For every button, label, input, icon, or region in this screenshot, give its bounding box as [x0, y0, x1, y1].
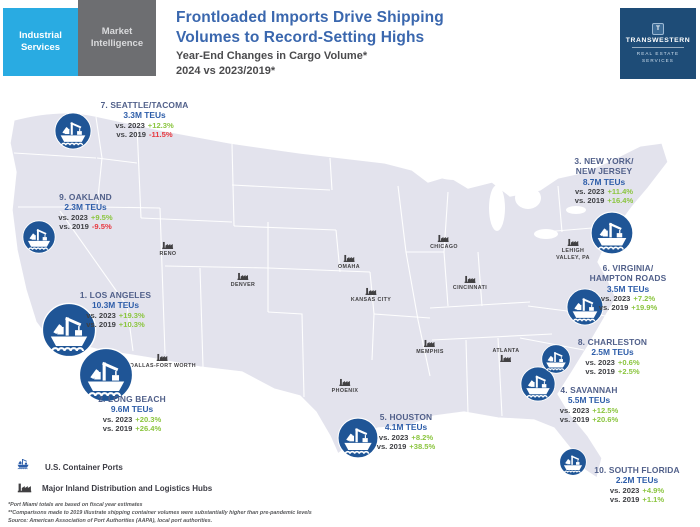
page-title-line2: Volumes to Record-Setting Highs — [176, 28, 425, 46]
legend-ports-label: U.S. Container Ports — [45, 463, 123, 472]
port-icon-savannah — [520, 366, 556, 402]
hub-denver: DENVER — [231, 272, 255, 288]
port-icon-south-florida — [559, 448, 587, 476]
port-teus: 3.5M TEUs — [606, 283, 650, 294]
factory-icon — [464, 275, 477, 284]
hub-dallas-fort-worth: PHOENIX — [332, 378, 359, 394]
port-icon-oakland — [22, 220, 56, 254]
factory-icon — [236, 272, 249, 281]
badge-market-label: Market Intelligence — [90, 26, 144, 49]
port-teus: 2.3M TEUs — [64, 202, 107, 213]
port-name: 9. OAKLAND — [59, 192, 112, 202]
logo-brand-name: TRANSWESTERN — [625, 36, 691, 44]
factory-icon — [339, 378, 352, 387]
factory-icon — [437, 234, 450, 243]
port-name: 4. SAVANNAH — [560, 385, 618, 395]
port-callout-oakland: 9. OAKLAND 2.3M TEUs vs. 2023 +9.5% vs. 2… — [28, 192, 143, 231]
port-name: 8. CHARLESTON — [577, 337, 648, 347]
lake-ontario — [566, 206, 586, 214]
footnote-source: Source: American Association of Port Aut… — [8, 517, 213, 524]
factory-icon — [162, 241, 175, 250]
port-teus: 8.7M TEUs — [582, 176, 626, 187]
port-icon-virginia-hampton-roads — [566, 288, 604, 326]
state-borders — [13, 116, 617, 417]
factory-icon — [424, 339, 437, 348]
badge-industrial-services: Industrial Services — [3, 8, 78, 76]
hub-cincinnati: CINCINNATI — [453, 275, 487, 291]
logo-tagline2: SERVICES — [642, 57, 674, 63]
port-icon-los-angeles — [41, 302, 97, 358]
port-icon-seattle-tacoma — [54, 112, 92, 150]
transwestern-logo: T TRANSWESTERN REAL ESTATE SERVICES — [620, 8, 696, 79]
port-teus: 2.5M TEUs — [591, 347, 634, 358]
port-teus: 3.3M TEUs — [123, 110, 166, 121]
hub-phoenix: DALLAS-FORT WORTH — [130, 353, 196, 369]
legend-inland-hubs: Major Inland Distribution and Logistics … — [17, 482, 212, 494]
hub-kansas-city: KANSAS CITY — [351, 287, 391, 303]
port-callout-los-angeles: 1. LOS ANGELES 10.3M TEUs vs. 2023 +19.3%… — [58, 290, 173, 329]
port-name: 3. NEW YORK/ — [574, 156, 634, 166]
port-callout-long-beach: 2. LONG BEACH 9.6M TEUs vs. 2023 +20.3% v… — [72, 394, 192, 433]
port-teus: 10.3M TEUs — [91, 300, 139, 311]
footnote-1: *Port Miami totals are based on fiscal y… — [8, 502, 143, 508]
port-icon-houston — [337, 417, 379, 459]
hub-reno: RENO — [160, 241, 177, 257]
port-callout-south-florida: 10. SOUTH FLORIDA 2.2M TEUs vs. 2023 +4.9… — [578, 465, 696, 504]
badge-industrial-label: Industrial Services — [19, 30, 62, 53]
port-icon-charleston — [541, 344, 571, 374]
port-teus: 5.5M TEUs — [567, 395, 611, 406]
factory-icon — [365, 287, 378, 296]
badge-market-intelligence: Market Intelligence — [78, 0, 156, 76]
factory-icon — [567, 238, 580, 247]
hub-memphis: MEMPHIS — [416, 339, 444, 355]
port-icon-long-beach — [78, 347, 134, 403]
container-ship-icon — [16, 459, 36, 476]
port-name-line2: HAMPTON ROADS — [589, 273, 667, 284]
port-callout-seattle-tacoma: 7. SEATTLE/TACOMA 3.3M TEUs vs. 2023 +12.… — [82, 100, 207, 139]
lake-michigan — [489, 185, 505, 231]
logo-divider — [632, 46, 684, 48]
header-titles: Frontloaded Imports Drive Shipping Volum… — [176, 8, 444, 78]
legend-container-ports: U.S. Container Ports — [16, 459, 123, 476]
port-callout-virginia-hampton-roads: 6. VIRGINIA/ HAMPTON ROADS 3.5M TEUs vs.… — [562, 263, 694, 312]
hub-atlanta: ATLANTA — [492, 347, 519, 363]
footnotes: *Port Miami totals are based on fiscal y… — [8, 502, 312, 525]
port-teus: 9.6M TEUs — [110, 404, 154, 415]
page-subtitle-line1: Year-End Changes in Cargo Volume* — [176, 49, 368, 62]
factory-icon — [500, 354, 513, 363]
port-callout-savannah: 4. SAVANNAH 5.5M TEUs vs. 2023 +12.5% vs.… — [534, 385, 644, 424]
port-name: 1. LOS ANGELES — [79, 290, 152, 300]
port-teus: 4.1M TEUs — [384, 422, 428, 433]
port-name: 6. VIRGINIA/ — [602, 263, 654, 273]
factory-icon — [17, 482, 33, 494]
legend-hubs-label: Major Inland Distribution and Logistics … — [42, 483, 213, 493]
page-title-line1: Frontloaded Imports Drive Shipping — [176, 9, 444, 26]
footnote-2: **Comparisons made to 2019 illustrate sh… — [8, 509, 312, 516]
hub-lehigh-valley: LEHIGH VALLEY, PA — [555, 238, 591, 262]
lake-superior — [435, 166, 475, 180]
port-name: 7. SEATTLE/TACOMA — [100, 100, 189, 110]
port-callout-houston: 5. HOUSTON 4.1M TEUs vs. 2023 +8.2% vs. 2… — [350, 412, 462, 451]
factory-icon — [342, 254, 355, 263]
port-teus: 2.2M TEUs — [615, 475, 659, 486]
logo-tagline1: REAL ESTATE — [636, 50, 680, 56]
factory-icon — [157, 353, 170, 362]
port-icon-new-york-new-jersey — [590, 211, 634, 255]
lake-huron — [515, 187, 541, 209]
port-name: 2. LONG BEACH — [98, 394, 166, 404]
port-name-line2: NEW JERSEY — [575, 166, 633, 177]
hub-omaha: OMAHA — [338, 254, 360, 270]
port-name: 5. HOUSTON — [379, 412, 433, 422]
port-callout-new-york-new-jersey: 3. NEW YORK/ NEW JERSEY 8.7M TEUs vs. 20… — [545, 156, 663, 205]
port-name: 10. SOUTH FLORIDA — [594, 465, 680, 475]
transwestern-mark-icon: T — [652, 22, 664, 35]
hub-chicago: CHICAGO — [430, 234, 458, 250]
port-callout-charleston: 8. CHARLESTON 2.5M TEUs vs. 2023 +0.6% vs… — [550, 337, 675, 376]
page-subtitle-line2: 2024 vs 2023/2019* — [176, 64, 276, 77]
